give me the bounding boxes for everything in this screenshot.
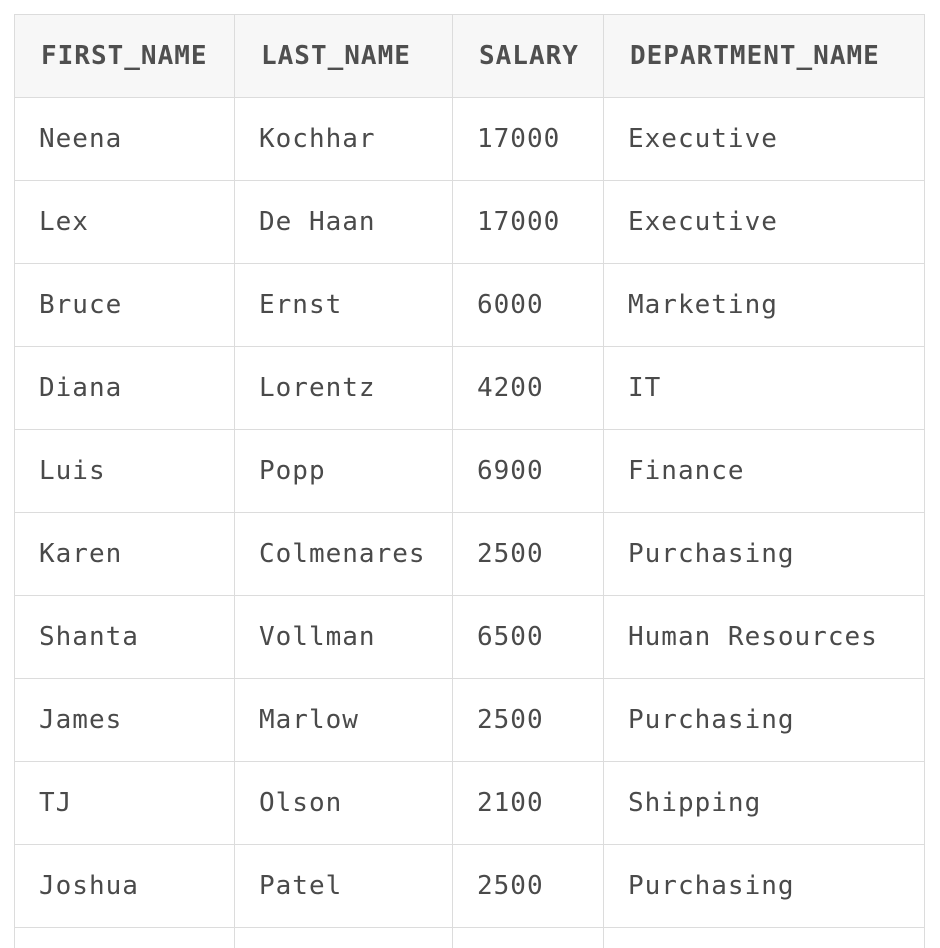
cell-first-name: Lex <box>15 181 235 264</box>
cell-salary: 2500 <box>453 845 604 928</box>
cell-last-name: Ernst <box>235 264 453 347</box>
column-header-department-name[interactable]: DEPARTMENT_NAME <box>604 15 925 98</box>
cell-salary: 6900 <box>453 430 604 513</box>
cell-department-name: Purchasing <box>604 845 925 928</box>
table-row-partial <box>15 928 925 948</box>
cell-first-name: Shanta <box>15 596 235 679</box>
cell-last-name: De Haan <box>235 181 453 264</box>
cell-last-name: Kochhar <box>235 98 453 181</box>
cell-first-name: Bruce <box>15 264 235 347</box>
cell-salary: 2500 <box>453 679 604 762</box>
cell-department-name: Purchasing <box>604 679 925 762</box>
column-header-salary[interactable]: SALARY <box>453 15 604 98</box>
cell-department-name: Shipping <box>604 762 925 845</box>
cell-last-name: Popp <box>235 430 453 513</box>
results-table-container: FIRST_NAME LAST_NAME SALARY DEPARTMENT_N… <box>14 14 924 948</box>
cell-salary: 17000 <box>453 181 604 264</box>
cell-partial <box>453 928 604 948</box>
cell-first-name: Neena <box>15 98 235 181</box>
cell-department-name: Human Resources <box>604 596 925 679</box>
cell-salary: 2100 <box>453 762 604 845</box>
cell-salary: 2500 <box>453 513 604 596</box>
cell-last-name: Vollman <box>235 596 453 679</box>
cell-last-name: Colmenares <box>235 513 453 596</box>
cell-department-name: Executive <box>604 98 925 181</box>
cell-first-name: Karen <box>15 513 235 596</box>
cell-department-name: IT <box>604 347 925 430</box>
cell-first-name: Diana <box>15 347 235 430</box>
cell-first-name: Luis <box>15 430 235 513</box>
cell-first-name: TJ <box>15 762 235 845</box>
cell-last-name: Lorentz <box>235 347 453 430</box>
cell-last-name: Olson <box>235 762 453 845</box>
cell-department-name: Finance <box>604 430 925 513</box>
cell-salary: 4200 <box>453 347 604 430</box>
cell-partial <box>604 928 925 948</box>
cell-department-name: Executive <box>604 181 925 264</box>
cell-last-name: Patel <box>235 845 453 928</box>
cell-partial <box>15 928 235 948</box>
results-table: FIRST_NAME LAST_NAME SALARY DEPARTMENT_N… <box>14 14 925 948</box>
header-row: FIRST_NAME LAST_NAME SALARY DEPARTMENT_N… <box>15 15 925 98</box>
cell-salary: 6500 <box>453 596 604 679</box>
cell-partial <box>235 928 453 948</box>
column-header-last-name[interactable]: LAST_NAME <box>235 15 453 98</box>
cell-salary: 6000 <box>453 264 604 347</box>
cell-department-name: Purchasing <box>604 513 925 596</box>
column-header-first-name[interactable]: FIRST_NAME <box>15 15 235 98</box>
table-header: FIRST_NAME LAST_NAME SALARY DEPARTMENT_N… <box>15 15 925 98</box>
cell-first-name: James <box>15 679 235 762</box>
cell-salary: 17000 <box>453 98 604 181</box>
cell-first-name: Joshua <box>15 845 235 928</box>
cell-department-name: Marketing <box>604 264 925 347</box>
cell-last-name: Marlow <box>235 679 453 762</box>
